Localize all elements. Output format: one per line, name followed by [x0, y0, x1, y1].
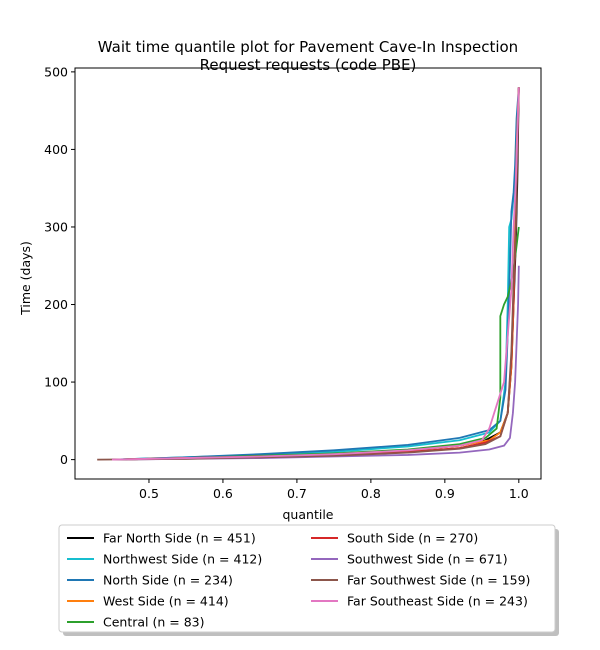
x-tick-label: 0.9 [435, 486, 455, 501]
series-line [111, 87, 520, 461]
x-axis-label: quantile [283, 507, 334, 522]
x-tick-label: 0.7 [287, 486, 307, 501]
legend-label: North Side (n = 234) [103, 573, 233, 588]
legend-box [58, 524, 556, 633]
y-tick-label: 300 [44, 219, 68, 234]
legend-label: South Side (n = 270) [347, 531, 478, 546]
x-tick-label: 0.6 [213, 486, 233, 501]
legend-label: Far Southeast Side (n = 243) [347, 594, 528, 609]
y-axis-label: Time (days) [18, 241, 33, 316]
x-axis: 0.5 0.6 0.7 0.8 0.9 1.0 [139, 479, 529, 501]
series-line [111, 265, 520, 461]
series-line [111, 87, 520, 461]
y-axis: 0 100 200 300 400 500 [44, 64, 75, 467]
y-tick-label: 400 [44, 142, 68, 157]
legend: Far North Side (n = 451) Northwest Side (… [58, 524, 559, 636]
series-line [111, 226, 520, 461]
legend-label: Central (n = 83) [103, 615, 205, 630]
y-tick-label: 0 [60, 452, 68, 467]
y-tick-label: 500 [44, 64, 68, 79]
legend-label: Northwest Side (n = 412) [103, 552, 262, 567]
x-tick-label: 0.5 [139, 486, 159, 501]
chart-title: Wait time quantile plot for Pavement Cav… [98, 38, 518, 74]
plot-series [97, 87, 520, 461]
x-tick-label: 0.8 [361, 486, 381, 501]
series-line [111, 87, 520, 461]
chart-title-line: Request requests (code PBE) [200, 56, 417, 74]
chart-title-line: Wait time quantile plot for Pavement Cav… [98, 38, 518, 56]
series-line [111, 87, 520, 461]
series-line [97, 87, 520, 461]
series-line [111, 87, 520, 461]
legend-label: West Side (n = 414) [103, 594, 229, 609]
y-tick-label: 200 [44, 297, 68, 312]
series-line [111, 87, 520, 461]
plot-frame [74, 67, 542, 480]
legend-label: Far Southwest Side (n = 159) [347, 573, 530, 588]
y-tick-label: 100 [44, 375, 68, 390]
legend-label: Southwest Side (n = 671) [347, 552, 508, 567]
legend-items: Far North Side (n = 451) Northwest Side (… [67, 531, 530, 630]
x-tick-label: 1.0 [509, 486, 529, 501]
legend-label: Far North Side (n = 451) [103, 531, 256, 546]
